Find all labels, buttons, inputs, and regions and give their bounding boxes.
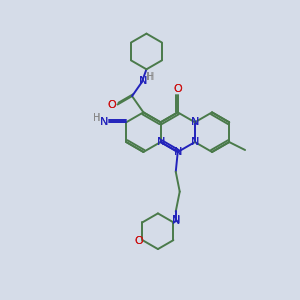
Text: N: N [172,215,181,225]
Text: O: O [173,84,182,94]
Text: H: H [93,113,100,123]
Text: O: O [173,84,182,94]
Text: O: O [134,236,143,246]
Text: O: O [107,100,116,110]
Text: H: H [146,72,153,82]
Text: N: N [100,117,109,127]
Text: N: N [172,215,181,225]
Text: H: H [147,72,154,82]
Text: N: N [139,76,147,86]
Text: N: N [191,137,199,147]
Text: N: N [139,76,147,86]
Text: N: N [191,117,199,127]
Text: N: N [191,137,199,147]
Text: N: N [172,216,180,226]
Text: N: N [100,117,109,127]
Text: N: N [174,147,182,157]
Text: N: N [191,117,199,127]
Text: N: N [156,137,165,147]
Text: O: O [134,236,143,246]
Text: O: O [107,100,116,110]
Text: N: N [156,137,165,147]
Text: H: H [93,113,100,123]
Text: N: N [174,147,182,157]
